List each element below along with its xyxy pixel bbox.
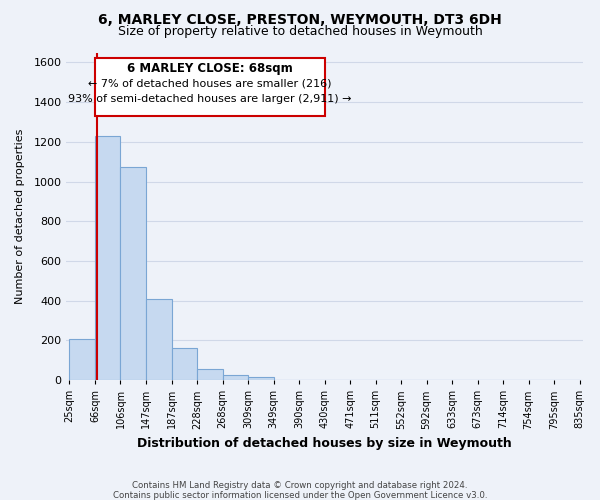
Text: 6, MARLEY CLOSE, PRESTON, WEYMOUTH, DT3 6DH: 6, MARLEY CLOSE, PRESTON, WEYMOUTH, DT3 … xyxy=(98,12,502,26)
Bar xyxy=(197,369,223,380)
Bar xyxy=(70,340,95,380)
Y-axis label: Number of detached properties: Number of detached properties xyxy=(15,128,25,304)
Bar xyxy=(248,377,274,380)
Bar xyxy=(95,136,121,380)
Bar xyxy=(121,166,146,380)
Text: ← 7% of detached houses are smaller (216): ← 7% of detached houses are smaller (216… xyxy=(88,78,332,88)
Text: 6 MARLEY CLOSE: 68sqm: 6 MARLEY CLOSE: 68sqm xyxy=(127,62,293,76)
Text: Contains public sector information licensed under the Open Government Licence v3: Contains public sector information licen… xyxy=(113,491,487,500)
Bar xyxy=(223,375,248,380)
Text: Size of property relative to detached houses in Weymouth: Size of property relative to detached ho… xyxy=(118,25,482,38)
Text: Contains HM Land Registry data © Crown copyright and database right 2024.: Contains HM Land Registry data © Crown c… xyxy=(132,481,468,490)
Bar xyxy=(172,348,197,380)
Bar xyxy=(146,298,172,380)
X-axis label: Distribution of detached houses by size in Weymouth: Distribution of detached houses by size … xyxy=(137,437,512,450)
Text: 93% of semi-detached houses are larger (2,911) →: 93% of semi-detached houses are larger (… xyxy=(68,94,352,104)
